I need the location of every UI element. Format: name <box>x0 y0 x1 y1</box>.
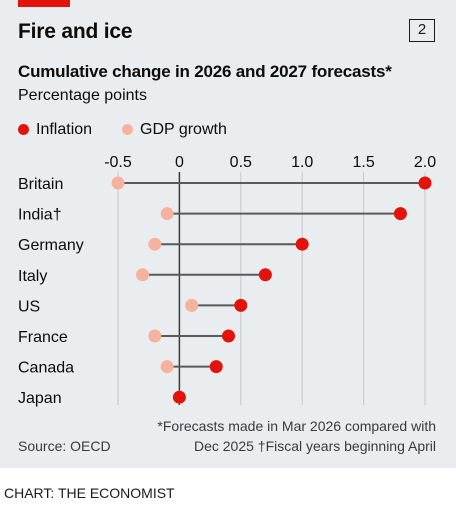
chart-unit-label: Percentage points <box>18 87 147 104</box>
category-label: Germany <box>18 237 84 254</box>
inflation-dot <box>418 176 432 190</box>
inflation-dot <box>209 360 223 374</box>
inflation-dot <box>172 390 186 404</box>
category-label: Japan <box>18 390 62 407</box>
legend-swatch-gdp-growth <box>122 124 133 135</box>
gdp-growth-dot <box>148 237 162 251</box>
category-label: Italy <box>18 268 47 285</box>
x-tick-label: 1.5 <box>352 154 374 171</box>
legend-item-gdp-growth: GDP growth <box>122 120 227 140</box>
gdp-growth-dot <box>160 360 174 374</box>
inflation-dot <box>295 237 309 251</box>
chart-number-badge: 2 <box>409 19 435 42</box>
inflation-dot <box>234 298 248 312</box>
inflation-dot <box>258 268 272 282</box>
inflation-dot <box>393 207 407 221</box>
category-label: US <box>18 298 40 315</box>
x-tick-label: 1.0 <box>291 154 313 171</box>
gdp-growth-dot <box>136 268 150 282</box>
footnote-forecasts: *Forecasts made in Mar 2026 compared wit… <box>157 418 436 434</box>
category-label: Britain <box>18 176 63 193</box>
chart-subtitle: Cumulative change in 2026 and 2027 forec… <box>18 62 392 81</box>
source-note: Source: OECD <box>18 438 111 454</box>
chart-card: Fire and ice 2 Cumulative change in 2026… <box>0 0 456 468</box>
gdp-growth-dot <box>148 329 162 343</box>
gdp-growth-dot <box>185 298 199 312</box>
legend-label-inflation: Inflation <box>36 121 93 138</box>
inflation-dot <box>222 329 236 343</box>
category-label: France <box>18 329 68 346</box>
gdp-growth-dot <box>160 207 174 221</box>
chart-credit: CHART: THE ECONOMIST <box>4 485 175 501</box>
x-tick-label: 2.0 <box>414 154 436 171</box>
legend-item-inflation: Inflation <box>18 120 92 140</box>
category-label: India† <box>18 207 62 224</box>
category-label: Canada <box>18 360 74 377</box>
gdp-growth-dot <box>111 176 125 190</box>
x-tick-label: 0.5 <box>230 154 252 171</box>
brand-red-bar <box>18 0 70 7</box>
chart-title: Fire and ice <box>18 20 133 43</box>
dot-plot: -0.5 0 0.5 1.0 1.5 2.0 Britain India† Germany Ita… <box>18 154 436 407</box>
footnote-fiscal-years: Dec 2025 †Fiscal years beginning April <box>193 438 436 454</box>
x-tick-label: -0.5 <box>104 154 132 171</box>
legend-label-gdp-growth: GDP growth <box>140 121 227 138</box>
legend-swatch-inflation <box>18 124 29 135</box>
x-tick-label: 0 <box>175 154 184 171</box>
